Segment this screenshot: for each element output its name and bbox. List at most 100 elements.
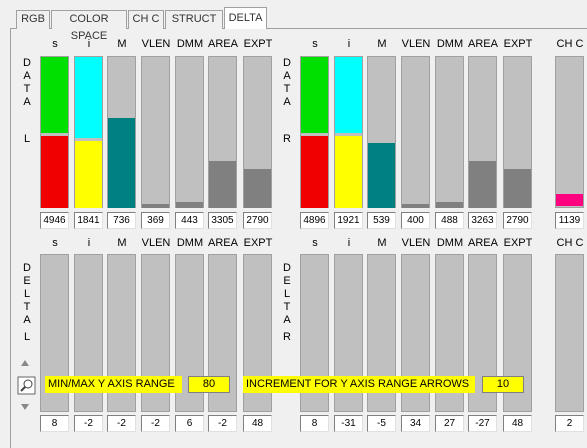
column-header: EXPT — [503, 237, 533, 249]
panel-label: DELTA — [281, 262, 293, 327]
gauge-bar — [367, 56, 396, 208]
range-label: MIN/MAX Y AXIS RANGE — [45, 376, 182, 393]
column-header: VLEN — [401, 237, 431, 249]
column-header: DMM — [176, 237, 204, 249]
value-box: 2790 — [243, 212, 272, 229]
value-box: 443 — [175, 212, 204, 229]
value-box: 4896 — [300, 212, 329, 229]
gauge-bar — [208, 56, 237, 208]
gauge-bar — [300, 56, 329, 208]
side-label: R — [281, 133, 293, 146]
tab[interactable]: RGB — [16, 10, 50, 29]
value-box: 488 — [435, 212, 464, 229]
gauge-bar — [141, 56, 170, 208]
column-header: EXPT — [503, 38, 533, 50]
column-header: s — [312, 38, 318, 50]
value-box: -5 — [367, 415, 396, 432]
value-box: -31 — [334, 415, 363, 432]
value-box: -2 — [107, 415, 136, 432]
gauge-bar — [555, 56, 584, 208]
value-box: 539 — [367, 212, 396, 229]
gauge-fill — [436, 202, 463, 208]
column-header: M — [117, 38, 127, 50]
column-header: CH C — [556, 237, 584, 249]
column-header: i — [347, 237, 351, 249]
column-header: CH C — [556, 38, 584, 50]
gauge-fill — [469, 161, 496, 208]
value-box: 27 — [435, 415, 464, 432]
value-box: 4946 — [40, 212, 69, 229]
gauge-fill — [108, 118, 135, 208]
column-header: DMM — [436, 38, 464, 50]
increment-input[interactable]: 10 — [482, 376, 524, 393]
gauge-bar — [74, 56, 103, 208]
gauge-bar — [107, 56, 136, 208]
value-box: -27 — [468, 415, 497, 432]
column-header: s — [52, 38, 58, 50]
column-header: s — [312, 237, 318, 249]
value-box: 3263 — [468, 212, 497, 229]
side-label: L — [21, 133, 33, 146]
gauge-fill — [368, 143, 395, 208]
side-label: R — [281, 331, 293, 344]
gauge-bar — [243, 56, 272, 208]
value-box: 6 — [175, 415, 204, 432]
column-header: EXPT — [243, 237, 273, 249]
panel-label: DATA — [21, 57, 33, 109]
tab[interactable]: CH C — [128, 10, 164, 29]
gauge-bar — [555, 254, 584, 412]
tab[interactable]: STRUCT — [165, 10, 223, 29]
range-input[interactable]: 80 — [188, 376, 230, 393]
column-header: AREA — [468, 38, 498, 50]
tab-panel — [10, 28, 587, 448]
gauge-fill — [301, 57, 328, 133]
gauge-bar — [435, 56, 464, 208]
column-header: VLEN — [401, 38, 431, 50]
gauge-fill — [209, 161, 236, 208]
gauge-fill — [75, 57, 102, 138]
gauge-fill — [556, 194, 583, 206]
column-header: AREA — [208, 38, 238, 50]
column-header: i — [347, 38, 351, 50]
value-box: 34 — [401, 415, 430, 432]
column-header: VLEN — [141, 38, 171, 50]
gauge-bar — [401, 56, 430, 208]
value-box: 2790 — [503, 212, 532, 229]
panel-label: DATA — [281, 57, 293, 109]
gauge-bar — [175, 56, 204, 208]
column-header: EXPT — [243, 38, 273, 50]
gauge-fill — [402, 204, 429, 208]
column-header: DMM — [176, 38, 204, 50]
value-box: 400 — [401, 212, 430, 229]
gauge-bar — [334, 56, 363, 208]
tab[interactable]: DELTA — [224, 7, 267, 29]
gauge-fill — [41, 136, 68, 208]
column-header: i — [87, 237, 91, 249]
value-box: 1841 — [74, 212, 103, 229]
gauge-bar — [503, 56, 532, 208]
gauge-fill — [335, 136, 362, 208]
value-box: 1139 — [555, 212, 584, 229]
column-header: M — [117, 237, 127, 249]
tab[interactable]: COLOR SPACE — [51, 10, 127, 42]
value-box: 8 — [300, 415, 329, 432]
value-box: 2 — [555, 415, 584, 432]
column-header: DMM — [436, 237, 464, 249]
value-box: 3305 — [208, 212, 237, 229]
gauge-fill — [244, 169, 271, 208]
value-box: 369 — [141, 212, 170, 229]
value-box: -2 — [208, 415, 237, 432]
column-header: AREA — [468, 237, 498, 249]
value-box: 1921 — [334, 212, 363, 229]
gauge-fill — [41, 57, 68, 133]
value-box: -2 — [141, 415, 170, 432]
column-header: M — [377, 38, 387, 50]
value-box: 736 — [107, 212, 136, 229]
gauge-fill — [142, 204, 169, 208]
side-label: L — [21, 331, 33, 344]
value-box: 48 — [243, 415, 272, 432]
column-header: s — [52, 237, 58, 249]
value-box: 8 — [40, 415, 69, 432]
column-header: M — [377, 237, 387, 249]
